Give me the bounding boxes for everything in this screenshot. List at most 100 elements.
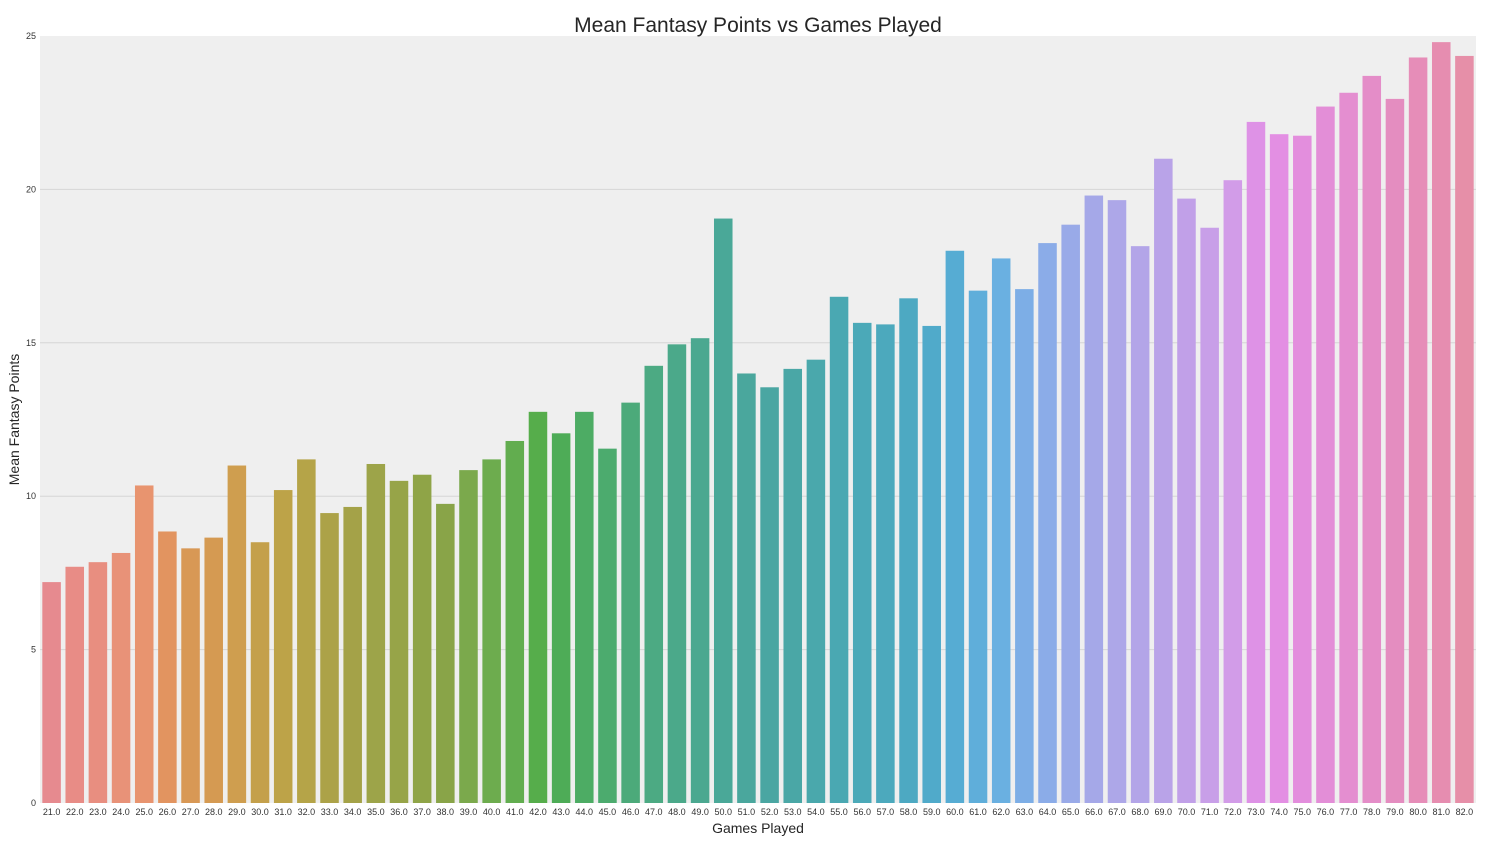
y-tick-label: 10 [26, 491, 36, 501]
bar-38.0 [436, 503, 455, 803]
x-tick-label: 45.0 [599, 807, 617, 817]
bar-59.0 [922, 325, 941, 803]
x-tick-label: 35.0 [367, 807, 385, 817]
bar-56.0 [852, 322, 872, 803]
x-tick-label: 82.0 [1456, 807, 1474, 817]
x-tick-label: 32.0 [298, 807, 316, 817]
bar-37.0 [412, 474, 432, 803]
x-tick-label: 53.0 [784, 807, 802, 817]
x-tick-label: 38.0 [437, 807, 455, 817]
bar-66.0 [1084, 195, 1104, 803]
x-tick-label: 37.0 [413, 807, 431, 817]
x-tick-label: 58.0 [900, 807, 918, 817]
chart-title: Mean Fantasy Points vs Games Played [574, 14, 942, 37]
bar-45.0 [598, 448, 617, 803]
bar-46.0 [621, 402, 640, 803]
bar-81.0 [1431, 42, 1451, 804]
bar-60.0 [945, 250, 965, 803]
bar-39.0 [459, 470, 478, 803]
bar-36.0 [389, 480, 409, 803]
bar-73.0 [1246, 121, 1266, 804]
bar-29.0 [227, 465, 247, 803]
bar-32.0 [297, 459, 316, 803]
x-tick-label: 76.0 [1317, 807, 1335, 817]
bar-43.0 [551, 433, 571, 803]
x-tick-label: 67.0 [1108, 807, 1126, 817]
y-tick-label: 15 [26, 338, 36, 348]
bar-74.0 [1269, 134, 1289, 803]
x-tick-label: 71.0 [1201, 807, 1219, 817]
bar-62.0 [991, 258, 1011, 803]
x-tick-label: 28.0 [205, 807, 223, 817]
bar-51.0 [737, 373, 756, 803]
x-tick-label: 41.0 [506, 807, 524, 817]
bar-40.0 [482, 459, 501, 803]
x-tick-label: 21.0 [43, 807, 61, 817]
x-tick-label: 62.0 [992, 807, 1010, 817]
x-tick-label: 70.0 [1178, 807, 1196, 817]
bar-26.0 [158, 531, 177, 803]
x-tick-label: 27.0 [182, 807, 200, 817]
x-tick-labels: 21.0 22.0 23.0 24.0 25.0 26.0 27.0 28.0 29.0 30.0… [43, 807, 1473, 817]
bar-55.0 [829, 296, 849, 803]
bar-64.0 [1038, 243, 1057, 804]
x-tick-label: 34.0 [344, 807, 362, 817]
x-tick-label: 59.0 [923, 807, 941, 817]
bar-78.0 [1362, 75, 1382, 803]
bar-48.0 [667, 344, 687, 803]
bar-24.0 [111, 552, 131, 803]
bar-58.0 [899, 298, 918, 803]
y-tick-label: 25 [26, 31, 36, 41]
bar-25.0 [134, 485, 154, 803]
x-tick-label: 25.0 [135, 807, 153, 817]
bar-57.0 [876, 324, 895, 803]
x-tick-label: 75.0 [1294, 807, 1312, 817]
x-tick-label: 68.0 [1131, 807, 1149, 817]
x-tick-label: 69.0 [1155, 807, 1173, 817]
bar-65.0 [1061, 224, 1080, 803]
x-tick-label: 60.0 [946, 807, 964, 817]
y-tick-label: 20 [26, 184, 36, 194]
x-tick-label: 56.0 [853, 807, 871, 817]
bar-34.0 [343, 506, 362, 803]
bar-42.0 [528, 411, 548, 803]
bar-33.0 [320, 513, 339, 803]
x-tick-label: 66.0 [1085, 807, 1103, 817]
bar-44.0 [575, 411, 594, 803]
x-tick-label: 79.0 [1386, 807, 1404, 817]
bar-28.0 [204, 537, 223, 803]
y-tick-labels: 0 5 10 15 20 25 [26, 31, 36, 808]
x-tick-label: 46.0 [622, 807, 640, 817]
y-tick-label: 0 [31, 798, 36, 808]
bar-71.0 [1200, 227, 1219, 803]
x-tick-label: 61.0 [969, 807, 987, 817]
x-tick-label: 74.0 [1270, 807, 1288, 817]
x-tick-label: 40.0 [483, 807, 501, 817]
x-tick-label: 29.0 [228, 807, 246, 817]
bars [42, 42, 1474, 804]
x-tick-label: 73.0 [1247, 807, 1265, 817]
bar-82.0 [1455, 55, 1474, 803]
x-tick-label: 47.0 [645, 807, 663, 817]
bar-68.0 [1130, 246, 1150, 803]
x-tick-label: 30.0 [251, 807, 269, 817]
bar-50.0 [713, 218, 733, 803]
bar-35.0 [366, 463, 386, 803]
x-tick-label: 65.0 [1062, 807, 1080, 817]
bar-77.0 [1339, 92, 1358, 804]
x-tick-label: 54.0 [807, 807, 825, 817]
y-tick-label: 5 [31, 645, 36, 655]
bar-54.0 [806, 359, 826, 803]
bar-75.0 [1293, 135, 1312, 803]
bar-27.0 [181, 548, 200, 803]
x-tick-label: 72.0 [1224, 807, 1242, 817]
bar-69.0 [1154, 158, 1173, 804]
y-axis-label: Mean Fantasy Points [6, 354, 22, 486]
bar-63.0 [1015, 289, 1034, 803]
x-tick-label: 36.0 [390, 807, 408, 817]
bar-76.0 [1316, 106, 1335, 803]
x-tick-label: 81.0 [1432, 807, 1450, 817]
x-tick-label: 57.0 [877, 807, 895, 817]
